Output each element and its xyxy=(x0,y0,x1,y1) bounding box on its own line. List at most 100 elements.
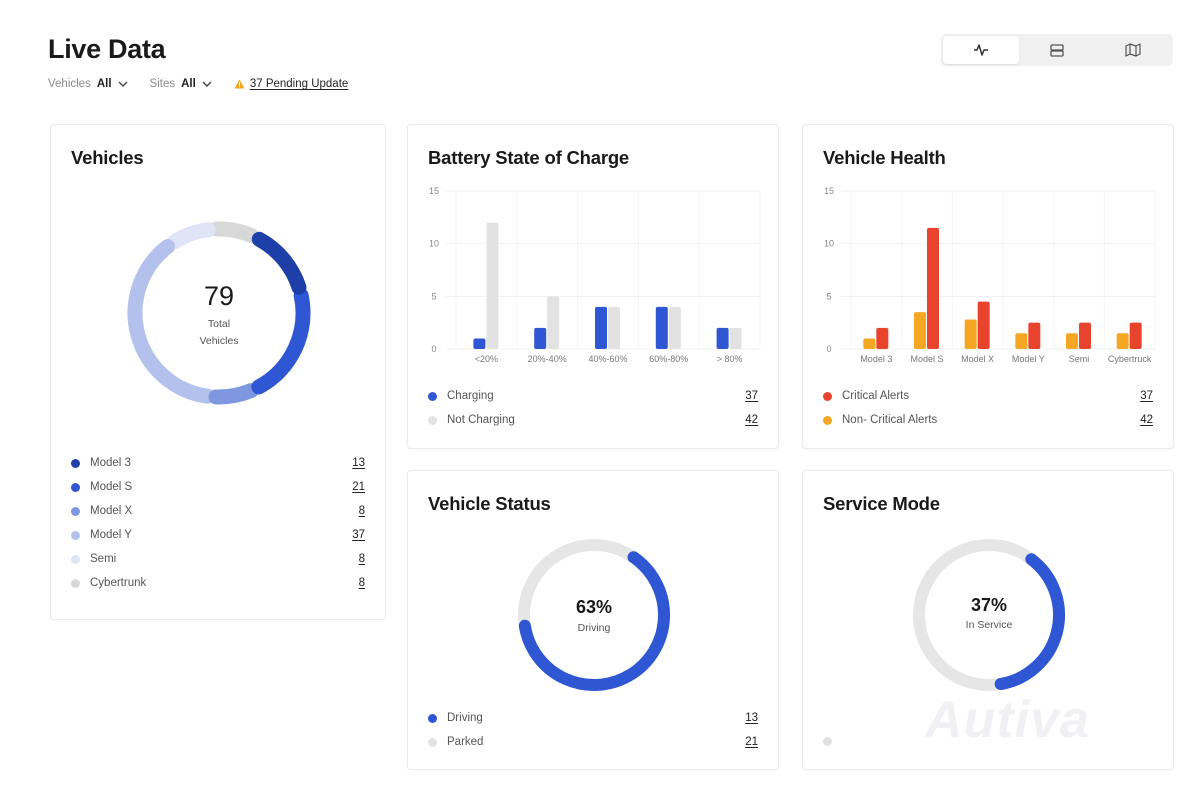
bar-non-critical-alerts-5[interactable] xyxy=(1116,333,1129,349)
legend-label: Cybertrunk xyxy=(90,577,147,589)
donut-segment-model-3[interactable] xyxy=(251,231,307,295)
bar-critical-alerts-0[interactable] xyxy=(876,327,889,349)
legend-value[interactable]: 21 xyxy=(745,736,758,748)
bar-critical-alerts-1[interactable] xyxy=(927,227,939,349)
x-tick-label: Model Y xyxy=(1012,354,1045,364)
legend-item-parked[interactable]: Parked 21 xyxy=(428,730,758,754)
bar-not-charging-1[interactable] xyxy=(547,296,560,349)
list-view-button[interactable] xyxy=(1019,36,1095,64)
y-tick-label: 10 xyxy=(429,239,439,249)
bar-not-charging-4[interactable] xyxy=(729,327,742,349)
status-donut-chart: 63% Driving xyxy=(518,539,670,691)
vehicles-filter[interactable]: Vehicles All xyxy=(48,78,128,90)
bar-not-charging-0[interactable] xyxy=(486,222,499,349)
bar-critical-alerts-5[interactable] xyxy=(1129,322,1142,349)
x-tick-label: 40%-60% xyxy=(588,354,627,364)
bar-non-critical-alerts-0[interactable] xyxy=(863,338,876,349)
bar-non-critical-alerts-2[interactable] xyxy=(964,319,977,349)
ring-progress[interactable] xyxy=(994,553,1065,691)
view-toggle xyxy=(941,34,1173,66)
bar-charging-1[interactable] xyxy=(534,327,547,349)
legend-value[interactable]: 42 xyxy=(745,414,758,426)
legend-dot xyxy=(71,578,80,588)
legend-value[interactable]: 8 xyxy=(358,505,365,517)
health-card: Vehicle Health 0 5 10 15 Model 3 Model S Model… xyxy=(802,124,1174,449)
page-title: Live Data xyxy=(48,34,166,64)
legend-item-model-s[interactable]: Model S 21 xyxy=(71,475,365,499)
bar-charging-3[interactable] xyxy=(655,306,668,349)
pending-update-text: 37 Pending Update xyxy=(249,78,349,90)
legend-item-cybertrunk[interactable]: Cybertrunk 8 xyxy=(71,571,365,595)
legend-item-model-y[interactable]: Model Y 37 xyxy=(71,523,365,547)
list-icon xyxy=(1050,43,1064,57)
bar-not-charging-3[interactable] xyxy=(668,306,681,349)
x-tick-label: Model S xyxy=(910,354,943,364)
legend-value[interactable]: 37 xyxy=(745,390,758,402)
activity-icon xyxy=(974,44,988,56)
legend-item-model-3[interactable]: Model 3 13 xyxy=(71,451,365,475)
sites-filter[interactable]: Sites All xyxy=(150,78,212,90)
donut-segment-model-x[interactable] xyxy=(208,383,259,405)
legend-value[interactable]: 13 xyxy=(352,457,365,469)
driving-label: Driving xyxy=(578,622,611,634)
legend-label: Charging xyxy=(447,390,494,402)
bar-charging-0[interactable] xyxy=(473,338,486,349)
legend-value[interactable]: 42 xyxy=(1140,414,1153,426)
legend-dot xyxy=(71,530,80,540)
legend-label: Semi xyxy=(90,553,117,565)
legend-label: Not Charging xyxy=(447,414,515,426)
bar-charging-2[interactable] xyxy=(595,306,607,349)
legend-value[interactable]: 13 xyxy=(745,712,758,724)
bar-not-charging-2[interactable] xyxy=(608,306,620,349)
total-vehicles-count: 79 xyxy=(204,281,234,311)
legend-value[interactable]: 8 xyxy=(358,553,365,565)
service-percent: 37% xyxy=(971,595,1007,615)
legend-item-model-x[interactable]: Model X 8 xyxy=(71,499,365,523)
bar-charging-4[interactable] xyxy=(716,327,729,349)
bar-non-critical-alerts-3[interactable] xyxy=(1015,333,1028,349)
legend-label: Critical Alerts xyxy=(842,390,910,402)
legend-label: Model X xyxy=(90,505,133,517)
bar-critical-alerts-3[interactable] xyxy=(1028,322,1041,349)
legend-dot xyxy=(428,713,437,723)
bar-non-critical-alerts-1[interactable] xyxy=(914,312,926,349)
donut-segment-cybertrunk[interactable] xyxy=(209,221,260,244)
sites-filter-value: All xyxy=(181,78,196,90)
map-view-button[interactable] xyxy=(1095,36,1171,64)
legend-item-not-charging[interactable]: Not Charging 42 xyxy=(428,408,758,432)
legend-dot xyxy=(71,482,80,492)
filter-bar: Vehicles All Sites All 37 Pending Update xyxy=(48,78,348,90)
vehicles-legend: Model 3 13 Model S 21 Model X 8 Model Y … xyxy=(71,451,365,595)
legend-dot xyxy=(428,391,437,401)
map-icon xyxy=(1125,43,1141,57)
bar-critical-alerts-4[interactable] xyxy=(1079,322,1091,349)
legend-item-driving[interactable]: Driving 13 xyxy=(428,706,758,730)
bar-non-critical-alerts-4[interactable] xyxy=(1066,333,1078,349)
pending-update-link[interactable]: 37 Pending Update xyxy=(234,78,348,90)
legend-dot xyxy=(823,737,832,746)
legend-item-charging[interactable]: Charging 37 xyxy=(428,384,758,408)
legend-item-semi[interactable]: Semi 8 xyxy=(71,547,365,571)
x-tick-label: 60%-80% xyxy=(649,354,688,364)
health-bar-chart: 0 5 10 15 Model 3 Model S Model X Model Y Semi Cy… xyxy=(824,186,1156,364)
chevron-down-icon xyxy=(202,81,212,87)
legend-value[interactable]: 21 xyxy=(352,481,365,493)
x-tick-label: <20% xyxy=(475,354,498,364)
legend-value[interactable]: 8 xyxy=(358,577,365,589)
donut-segment-semi[interactable] xyxy=(167,222,216,250)
ring-progress[interactable] xyxy=(518,551,670,691)
activity-view-button[interactable] xyxy=(943,36,1019,64)
legend-item-non-critical-alerts[interactable]: Non- Critical Alerts 42 xyxy=(823,408,1153,432)
donut-segment-model-s[interactable] xyxy=(251,287,311,395)
legend-label: Model S xyxy=(90,481,133,493)
legend-value[interactable]: 37 xyxy=(1140,390,1153,402)
legend-item-critical-alerts[interactable]: Critical Alerts 37 xyxy=(823,384,1153,408)
health-card-title: Vehicle Health xyxy=(823,147,946,168)
y-tick-label: 5 xyxy=(431,291,436,301)
bar-critical-alerts-2[interactable] xyxy=(977,301,990,349)
legend-value[interactable]: 37 xyxy=(352,529,365,541)
total-vehicles-label-1: Total xyxy=(208,318,230,330)
service-card: Service Mode 37% In Service xyxy=(802,470,1174,770)
legend-dot xyxy=(823,391,832,401)
donut-segment-model-y[interactable] xyxy=(127,239,216,404)
